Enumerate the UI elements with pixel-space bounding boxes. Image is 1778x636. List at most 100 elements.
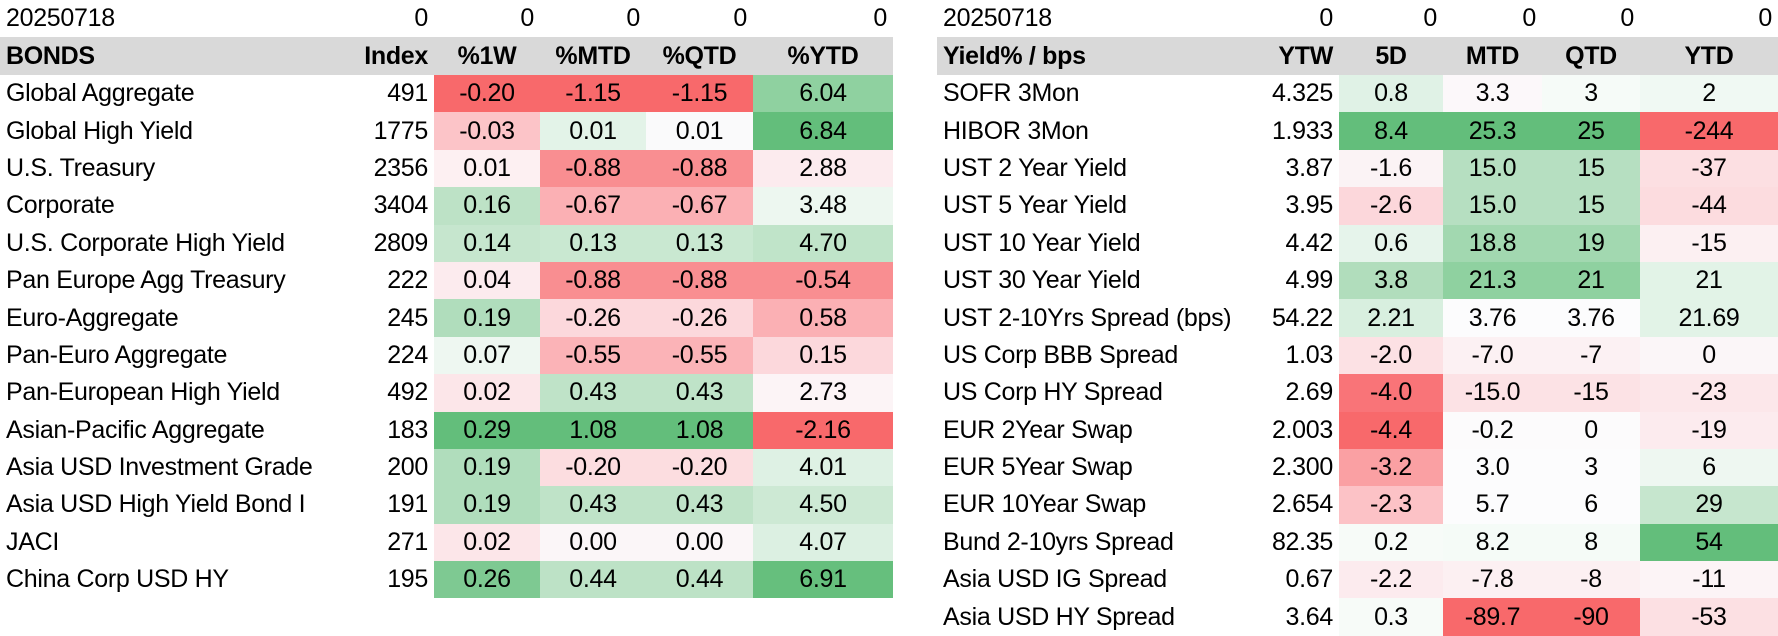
bonds-date-index-value: 0 <box>414 4 428 32</box>
bonds-cell-qtd: -0.55 <box>646 336 753 375</box>
yields-cell-ytw: 2.654 <box>1271 490 1333 519</box>
yields-cell-name: Asia USD HY Spread <box>943 602 1175 631</box>
bonds-table-row: China Corp USD HY 195 0.26 0.44 0.44 6.91 <box>0 561 893 599</box>
yields-cell-qtd: 8 <box>1542 523 1640 562</box>
yields-cell-ytw: 4.99 <box>1285 266 1334 295</box>
bonds-cell-1w: 0.19 <box>434 448 540 487</box>
yields-cell-5d: 0.6 <box>1339 224 1443 262</box>
yields-cell-qtd: -15 <box>1542 374 1640 412</box>
yields-cell-ytw: 1.03 <box>1285 340 1334 369</box>
bonds-cell-index: 2809 <box>373 228 429 257</box>
yields-cell-mtd: -15.0 <box>1443 374 1542 412</box>
yields-date-5d-value: 0 <box>1423 4 1437 32</box>
yields-date-qtd-value: 0 <box>1620 4 1634 32</box>
bonds-cell-mtd: -0.26 <box>540 299 646 337</box>
bonds-cell-qtd: 0.43 <box>646 486 753 524</box>
bonds-cell-name: Pan-Euro Aggregate <box>6 340 228 369</box>
bonds-cell-index: 222 <box>387 266 428 295</box>
bonds-cell-qtd: -0.88 <box>646 261 753 300</box>
bonds-cell-name: Pan-European High Yield <box>6 378 280 407</box>
bonds-header-mtd: %MTD <box>540 37 646 75</box>
bonds-cell-name: Pan Europe Agg Treasury <box>6 266 286 295</box>
bonds-cell-name: Global Aggregate <box>6 79 195 108</box>
bonds-table-panel: 20250718 0 0 0 0 0 BONDS Index %1W %MTD … <box>0 0 893 599</box>
bonds-cell-ytd: 2.73 <box>753 374 893 412</box>
yields-date-mtd-value: 0 <box>1522 4 1536 32</box>
yields-cell-mtd: 8.2 <box>1443 523 1542 562</box>
bonds-date-row: 20250718 0 0 0 0 0 <box>0 0 893 37</box>
bonds-cell-ytd: 4.01 <box>753 448 893 487</box>
bonds-cell-1w: 0.01 <box>434 149 540 188</box>
bonds-cell-1w: 0.26 <box>434 561 540 599</box>
yields-cell-ytw: 2.300 <box>1271 453 1333 482</box>
bonds-cell-ytd: 0.58 <box>753 299 893 337</box>
yields-cell-mtd: 3.76 <box>1443 299 1542 337</box>
bonds-table-row: Asia USD Investment Grade 200 0.19 -0.20 -0.… <box>0 448 893 487</box>
yields-cell-ytd: -53 <box>1640 598 1778 636</box>
bonds-cell-qtd: 0.00 <box>646 523 753 562</box>
bonds-cell-1w: 0.02 <box>434 374 540 412</box>
yields-cell-ytd: 29 <box>1640 486 1778 524</box>
yields-cell-5d: -2.3 <box>1339 486 1443 524</box>
bonds-cell-index: 2356 <box>373 153 429 182</box>
yields-cell-ytd: -19 <box>1640 411 1778 449</box>
yields-cell-ytd: 2 <box>1640 75 1778 113</box>
yields-table-row: Asia USD HY Spread 3.64 0.3 -89.7 -90 -53 <box>937 598 1778 636</box>
bonds-cell-qtd: -0.67 <box>646 187 753 225</box>
bonds-cell-ytd: 4.07 <box>753 523 893 562</box>
bonds-cell-1w: -0.03 <box>434 112 540 150</box>
bonds-cell-1w: 0.19 <box>434 299 540 337</box>
yields-cell-mtd: 15.0 <box>1443 187 1542 225</box>
yields-cell-qtd: 3.76 <box>1542 299 1640 337</box>
yields-cell-mtd: 3.0 <box>1443 448 1542 487</box>
yields-cell-name: UST 2 Year Yield <box>943 153 1127 182</box>
bonds-cell-mtd: -0.20 <box>540 448 646 487</box>
yields-cell-qtd: 0 <box>1542 411 1640 449</box>
yields-cell-ytw: 0.67 <box>1285 565 1334 594</box>
bonds-cell-ytd: 0.15 <box>753 336 893 375</box>
bonds-cell-index: 1775 <box>373 116 429 145</box>
yields-cell-ytd: 21 <box>1640 261 1778 300</box>
bonds-cell-name: JACI <box>6 527 59 556</box>
yields-cell-mtd: 21.3 <box>1443 261 1542 300</box>
bonds-cell-qtd: 1.08 <box>646 411 753 449</box>
bonds-cell-index: 183 <box>387 415 428 444</box>
yields-cell-qtd: 25 <box>1542 112 1640 150</box>
bonds-cell-mtd: 0.44 <box>540 561 646 599</box>
bonds-cell-name: Global High Yield <box>6 116 193 145</box>
yields-cell-5d: -2.2 <box>1339 561 1443 599</box>
yields-cell-ytd: 21.69 <box>1640 299 1778 337</box>
bonds-cell-mtd: -0.55 <box>540 336 646 375</box>
yields-table-row: HIBOR 3Mon 1.933 8.4 25.3 25 -244 <box>937 112 1778 150</box>
bonds-header-row: BONDS Index %1W %MTD %QTD %YTD <box>0 37 893 75</box>
bonds-header-1w: %1W <box>434 37 540 75</box>
yields-header-ytd: YTD <box>1640 37 1778 75</box>
yields-cell-mtd: -7.8 <box>1443 561 1542 599</box>
yields-table-panel: 20250718 0 0 0 0 0 Yield% / bps YTW 5D M… <box>937 0 1778 636</box>
yields-cell-mtd: 15.0 <box>1443 149 1542 188</box>
yields-cell-name: Bund 2-10yrs Spread <box>943 527 1174 556</box>
bonds-cell-ytd: 6.84 <box>753 112 893 150</box>
yields-header-ytw: YTW <box>1231 37 1339 75</box>
bonds-cell-1w: 0.14 <box>434 224 540 262</box>
yields-table-row: UST 30 Year Yield 4.99 3.8 21.3 21 21 <box>937 261 1778 300</box>
yields-cell-ytw: 3.95 <box>1285 191 1334 220</box>
bonds-cell-mtd: 0.43 <box>540 374 646 412</box>
yields-cell-5d: 3.8 <box>1339 261 1443 300</box>
bonds-cell-qtd: 0.01 <box>646 112 753 150</box>
bonds-cell-ytd: 6.91 <box>753 561 893 599</box>
yields-cell-name: EUR 5Year Swap <box>943 453 1133 482</box>
bonds-table-row: Pan Europe Agg Treasury 222 0.04 -0.88 -0.88… <box>0 261 893 300</box>
yields-cell-ytd: 54 <box>1640 523 1778 562</box>
yields-cell-ytd: -11 <box>1640 561 1778 599</box>
yields-cell-ytd: 6 <box>1640 448 1778 487</box>
yields-cell-5d: -2.6 <box>1339 187 1443 225</box>
bonds-cell-qtd: -1.15 <box>646 75 753 113</box>
yields-cell-5d: 0.8 <box>1339 75 1443 113</box>
yields-cell-name: US Corp BBB Spread <box>943 340 1178 369</box>
bonds-table-row: U.S. Treasury 2356 0.01 -0.88 -0.88 2.88 <box>0 149 893 188</box>
yields-cell-ytd: -244 <box>1640 112 1778 150</box>
bonds-cell-mtd: -0.67 <box>540 187 646 225</box>
bonds-cell-1w: 0.07 <box>434 336 540 375</box>
yields-table-row: SOFR 3Mon 4.325 0.8 3.3 3 2 <box>937 75 1778 113</box>
